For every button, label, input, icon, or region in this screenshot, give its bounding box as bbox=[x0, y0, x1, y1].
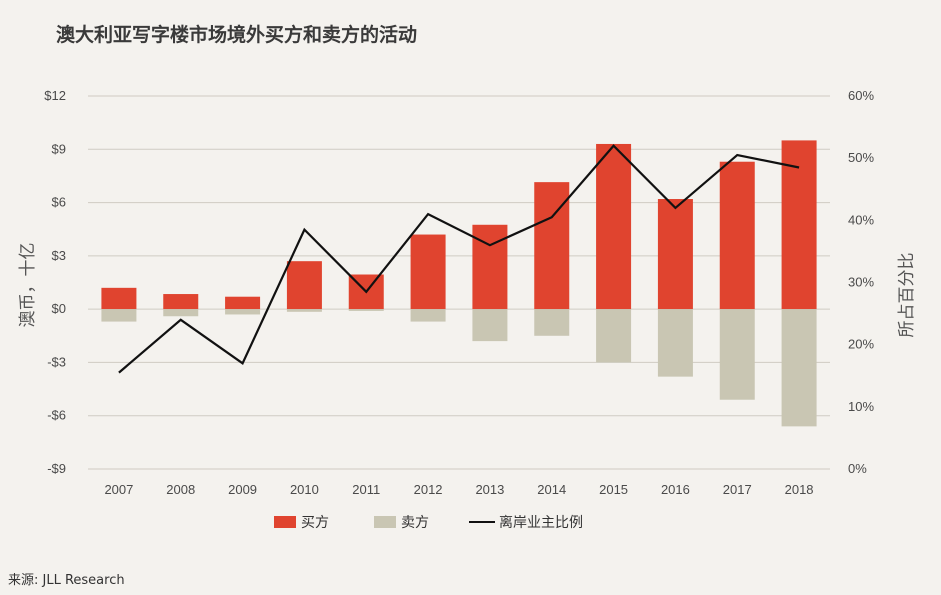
bar-buy bbox=[534, 182, 570, 310]
x-tick-label: 2007 bbox=[104, 482, 133, 497]
legend-label-line: 离岸业主比例 bbox=[499, 514, 583, 531]
bar-buy bbox=[286, 261, 322, 310]
bar-sell bbox=[657, 309, 693, 377]
x-tick-label: 2010 bbox=[290, 482, 319, 497]
bar-buy bbox=[163, 294, 199, 310]
legend-label-buy: 买方 bbox=[301, 515, 329, 531]
line-offshore-share bbox=[118, 144, 800, 374]
x-tick-label: 2015 bbox=[599, 482, 628, 497]
x-tick-label: 2012 bbox=[414, 482, 443, 497]
y-axis-left-title: 澳币，十亿 bbox=[18, 243, 38, 328]
y-left-tick-label: $6 bbox=[52, 195, 66, 210]
x-tick-label: 2014 bbox=[537, 482, 566, 497]
chart-title: 澳大利亚写字楼市场境外买方和卖方的活动 bbox=[56, 24, 418, 46]
y-axis-right-title: 所占百分比 bbox=[897, 253, 917, 338]
bar-sell bbox=[225, 309, 261, 315]
x-tick-label: 2009 bbox=[228, 482, 257, 497]
legend: 买方 卖方 离岸业主比例 bbox=[274, 514, 583, 531]
bar-sell bbox=[410, 309, 446, 322]
y-right-tick-label: 0% bbox=[848, 461, 867, 476]
y-right-tick-label: 20% bbox=[848, 337, 874, 352]
y-left-tick-label: -$6 bbox=[47, 408, 66, 423]
y-right-tick-label: 60% bbox=[848, 88, 874, 103]
legend-swatch-buy bbox=[274, 516, 296, 528]
bar-sell bbox=[163, 309, 199, 317]
y-right-tick-label: 40% bbox=[848, 212, 874, 227]
bar-buy bbox=[781, 140, 817, 310]
x-tick-label: 2016 bbox=[661, 482, 690, 497]
bar-buy bbox=[596, 143, 632, 310]
y-left-tick-label: $12 bbox=[44, 88, 66, 103]
x-tick-label: 2013 bbox=[475, 482, 504, 497]
y-left-tick-label: -$9 bbox=[47, 461, 66, 476]
source-note: 来源: JLL Research bbox=[8, 573, 125, 588]
bar-buy bbox=[410, 234, 446, 310]
x-tick-label: 2017 bbox=[723, 482, 752, 497]
y-right-tick-label: 10% bbox=[848, 399, 874, 414]
y-left-tick-label: $9 bbox=[52, 141, 66, 156]
x-tick-label: 2008 bbox=[166, 482, 195, 497]
bar-sell bbox=[286, 309, 322, 312]
bar-sell bbox=[719, 309, 755, 400]
bar-buy bbox=[719, 161, 755, 310]
y-right-tick-label: 30% bbox=[848, 275, 874, 290]
bars-group bbox=[101, 140, 817, 427]
x-tick-label: 2018 bbox=[785, 482, 814, 497]
ticks-group: $12 $9 $6 $3 $0 -$3 -$6 -$9 60% 50% 40% 30% 20% 10% 0%… bbox=[44, 88, 874, 497]
y-left-tick-label: -$3 bbox=[47, 354, 66, 369]
y-right-tick-label: 50% bbox=[848, 150, 874, 165]
y-left-tick-label: $0 bbox=[52, 301, 66, 316]
bar-sell bbox=[534, 309, 570, 336]
x-tick-label: 2011 bbox=[352, 482, 380, 497]
bar-buy bbox=[657, 199, 693, 310]
legend-swatch-sell bbox=[374, 516, 396, 528]
legend-label-sell: 卖方 bbox=[401, 515, 429, 531]
bar-sell bbox=[472, 309, 508, 342]
bar-buy bbox=[225, 296, 261, 310]
bar-sell bbox=[348, 309, 384, 311]
bar-sell bbox=[781, 309, 817, 427]
line-group bbox=[118, 144, 800, 374]
bar-buy bbox=[472, 224, 508, 310]
bar-sell bbox=[596, 309, 632, 363]
bar-buy bbox=[101, 287, 137, 310]
bar-sell bbox=[101, 309, 137, 322]
y-left-tick-label: $3 bbox=[52, 248, 66, 263]
gridlines bbox=[88, 95, 830, 470]
